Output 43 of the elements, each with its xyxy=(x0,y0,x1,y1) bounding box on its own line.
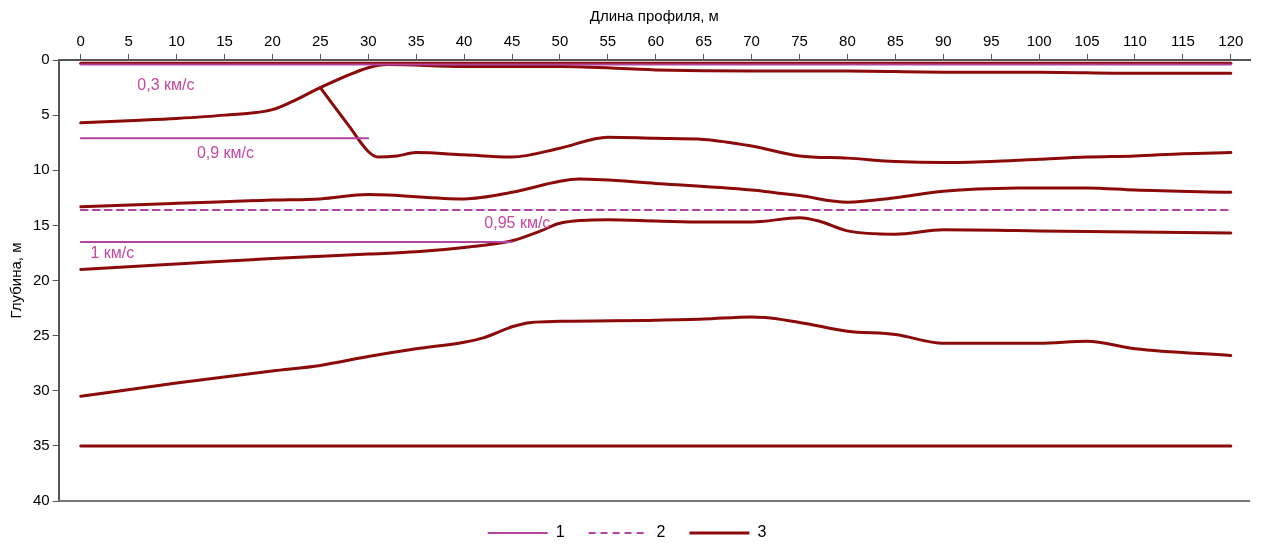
x-tick-label: 70 xyxy=(743,32,760,50)
x-tick-label: 35 xyxy=(407,32,425,50)
y-tick-label: 30 xyxy=(33,380,50,398)
annotation: 1 км/с xyxy=(90,244,135,262)
x-tick-label: 65 xyxy=(695,32,713,50)
legend-label: 2 xyxy=(656,523,666,541)
x-tick-label: 55 xyxy=(599,32,617,50)
x-tick-label: 115 xyxy=(1170,32,1195,50)
x-tick-label: 90 xyxy=(934,32,952,50)
x-tick-label: 100 xyxy=(1026,32,1052,50)
y-axis-title: Глубина, м xyxy=(7,242,25,319)
x-tick-label: 15 xyxy=(216,32,233,50)
y-tick-label: 5 xyxy=(41,105,50,123)
annotation: 0,9 км/с xyxy=(196,143,255,161)
x-tick-label: 120 xyxy=(1218,32,1244,50)
x-tick-label: 5 xyxy=(124,32,133,50)
x-tick-label: 80 xyxy=(839,32,856,50)
x-tick-label: 50 xyxy=(551,32,569,50)
x-tick-label: 60 xyxy=(647,32,665,50)
x-tick-label: 95 xyxy=(982,32,1000,50)
legend-label: 3 xyxy=(757,523,767,541)
legend-label: 1 xyxy=(555,523,565,541)
x-tick-label: 110 xyxy=(1123,32,1147,50)
annotation: 0,95 км/с xyxy=(484,214,551,232)
x-tick-label: 75 xyxy=(791,32,808,50)
y-tick-label: 20 xyxy=(33,270,50,288)
x-tick-label: 30 xyxy=(359,32,377,50)
x-tick-label: 105 xyxy=(1074,32,1100,50)
x-tick-label: 10 xyxy=(168,32,185,50)
annotation: 0,3 км/с xyxy=(137,75,195,93)
x-tick-label: 25 xyxy=(311,32,329,50)
x-tick-label: 20 xyxy=(264,32,281,50)
y-tick-label: 15 xyxy=(33,215,50,233)
y-tick-label: 25 xyxy=(33,325,50,343)
x-tick-label: 40 xyxy=(455,32,473,50)
y-tick-label: 10 xyxy=(33,160,50,178)
x-tick-label: 0 xyxy=(76,32,85,50)
y-tick-label: 35 xyxy=(33,436,50,454)
x-tick-label: 85 xyxy=(887,32,904,50)
y-tick-label: 0 xyxy=(41,50,50,68)
y-tick-label: 40 xyxy=(33,491,50,509)
x-axis-title: Длина профиля, м xyxy=(589,7,719,25)
x-tick-label: 45 xyxy=(503,32,521,50)
